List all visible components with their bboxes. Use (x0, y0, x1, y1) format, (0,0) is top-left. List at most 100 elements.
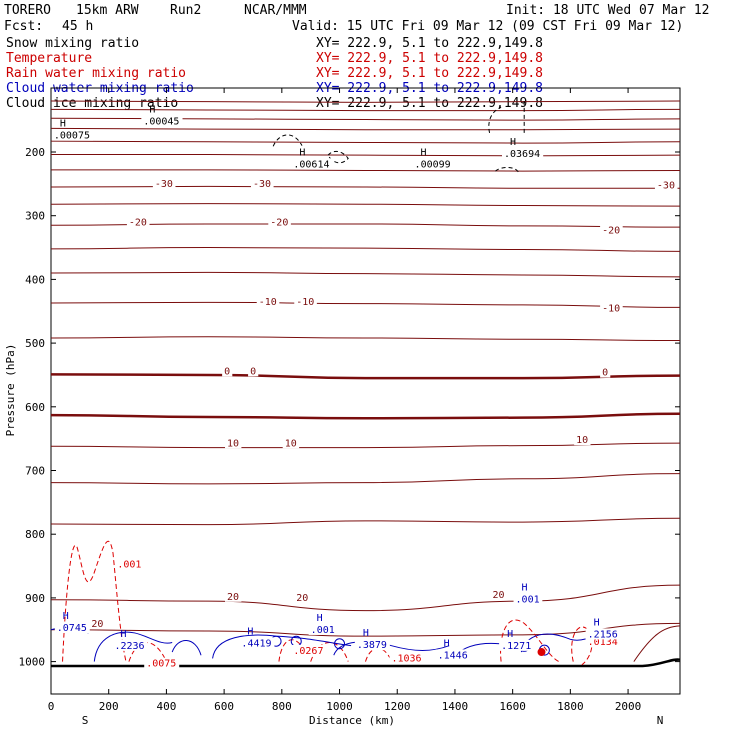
temperature-label: 10 (576, 435, 588, 446)
temperature-label: -30 (657, 180, 675, 191)
x-axis-title: Distance (km) (309, 714, 395, 727)
cloud-water-label: .001 (516, 594, 540, 605)
x-tick-label: 400 (156, 700, 176, 713)
cloud-ice-label-bg (141, 115, 183, 127)
cloud-ice-label: .00099 (415, 159, 451, 170)
cloud-ice-contour (495, 166, 519, 173)
y-tick-label: 400 (25, 273, 45, 286)
isotherm-line (50, 517, 681, 526)
cloud-ice-label: .03694 (504, 149, 540, 160)
model-run: Run2 (170, 3, 201, 18)
cloud-water-max-marker: H (522, 582, 528, 593)
x-tick-label: 1800 (557, 700, 584, 713)
cloud-ice-label-bg (412, 158, 454, 170)
x-tick-label: 1200 (384, 700, 411, 713)
x-tick-label: 600 (214, 700, 234, 713)
temperature-label: -10 (259, 297, 277, 308)
cloud-ice-label-bg (51, 129, 94, 141)
cloud-ice-contour (272, 134, 303, 147)
plot-frame (50, 87, 681, 695)
contour-labels: -30 -30 -30 -20 -20 -20 -10 -10 -10 0 0 0 10 10 10 20 20… (51, 105, 678, 670)
y-tick-label: 1000 (19, 656, 46, 669)
y-tick-label: 700 (25, 465, 45, 478)
temperature-label: 10 (285, 438, 297, 449)
cloud-water-max-marker: H (594, 617, 600, 628)
temperature-label-bg (282, 437, 300, 449)
isotherm-line (50, 247, 681, 252)
cloud-water-cell (334, 638, 346, 650)
isotherm-line (50, 127, 681, 131)
cloud-water-label: .1446 (438, 650, 468, 661)
header: TORERO 15km ARW Run2 NCAR/MMM Init: 18 U… (4, 3, 710, 34)
cloud-ice-label-bg (291, 158, 333, 170)
isotherm-line (50, 140, 681, 144)
cloud-water-label: .0745 (57, 623, 87, 634)
cloud-water-label: .2156 (588, 629, 618, 640)
isotherm-line (50, 108, 681, 112)
cloud-water-contour (93, 631, 173, 662)
legend-cloud-ice-xy: XY= 222.9, 5.1 to 222.9,149.8 (316, 96, 543, 111)
x-tick-label: 800 (272, 700, 292, 713)
cloud-ice-max-marker: H (299, 147, 305, 158)
cloud-ice-max-marker: H (421, 147, 427, 158)
temperature-label: 0 (602, 368, 608, 379)
cloud-ice-max-marker: H (510, 137, 516, 148)
isotherm-line (633, 625, 681, 662)
temperature-label-bg (574, 434, 591, 446)
cloud-water-contour (333, 641, 450, 656)
isotherm-line (50, 622, 681, 637)
south-label: S (82, 714, 89, 727)
cloud-ice-contour (488, 106, 502, 134)
isotherm-line (50, 301, 681, 308)
temperature-label-bg (250, 178, 274, 190)
model-resolution: 15km ARW (76, 3, 139, 18)
temperature-label-bg (490, 588, 507, 600)
rain-label: .1036 (391, 654, 421, 665)
isotherm-line (50, 336, 681, 342)
hydrometeor-contours (50, 101, 681, 668)
isotherm-line (50, 584, 681, 612)
cloud-ice-label: .00045 (143, 117, 179, 128)
temperature-label: -10 (296, 297, 314, 308)
rain-max-spot (537, 648, 546, 657)
y-tick-label: 800 (25, 528, 45, 541)
isotherm-group (50, 100, 681, 637)
rain-contour (62, 540, 127, 662)
legend-temperature: Temperature (6, 51, 92, 66)
x-tick-label: 1000 (326, 700, 353, 713)
temperature-label-bg (600, 224, 623, 236)
cloud-water-label-bg (239, 637, 275, 649)
init-time: Init: 18 UTC Wed 07 Mar 12 (506, 3, 710, 18)
y-axis-title: Pressure (hPa) (4, 344, 17, 437)
temperature-label-bg (152, 178, 176, 190)
cloud-water-label-bg (54, 622, 90, 634)
cloud-water-label: .1271 (501, 641, 531, 652)
cloud-water-label: .2236 (114, 641, 144, 652)
temperature-label: -20 (602, 226, 620, 237)
cloud-ice-label: .00614 (293, 159, 329, 170)
legend-snow-xy: XY= 222.9, 5.1 to 222.9,149.8 (316, 36, 543, 51)
legend-rain-xy: XY= 222.9, 5.1 to 222.9,149.8 (316, 66, 543, 81)
rain-label-bg (389, 652, 425, 664)
rain-contour (571, 626, 593, 666)
isotherm-line (50, 412, 681, 420)
temperature-label: -10 (602, 303, 620, 314)
cloud-water-label-bg (354, 639, 390, 651)
temperature-label-bg (225, 437, 242, 449)
temperature-label: -20 (270, 217, 288, 228)
isotherm-line (50, 373, 681, 380)
cloud-water-contour (212, 634, 352, 659)
cloud-water-label-bg (499, 639, 535, 651)
rain-label: .001 (117, 559, 141, 570)
temperature-label-bg (268, 216, 291, 228)
isotherm-line (50, 185, 681, 189)
cloud-water-label-bg (585, 628, 621, 640)
temperature-label-bg (126, 216, 150, 228)
cloud-water-max-marker: H (63, 611, 69, 622)
temperature-label-bg (248, 365, 259, 377)
isotherm-line (50, 473, 681, 485)
isotherm-line (50, 203, 681, 207)
rain-label-bg (585, 636, 621, 648)
cloud-water-label-bg (308, 623, 338, 635)
cloud-water-max-marker: H (120, 629, 126, 640)
